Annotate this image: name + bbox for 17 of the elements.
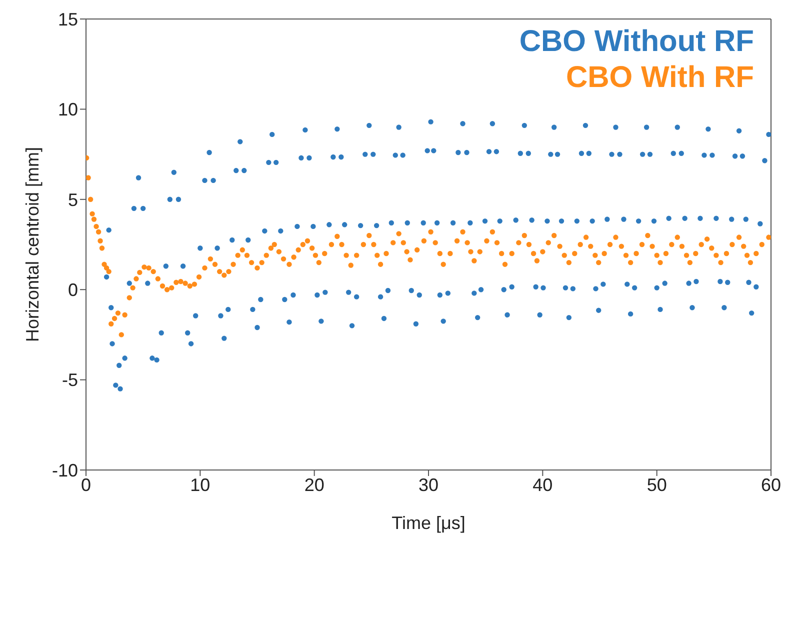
y-tick-label: 15 (58, 9, 78, 30)
text: CBO Without RF (519, 24, 754, 60)
x-tick-label: 60 (760, 474, 782, 495)
x-tick-label: 10 (190, 474, 210, 495)
x-tick-label: 20 (304, 474, 324, 495)
x-tick-label: 40 (532, 474, 553, 495)
y-tick-label: 5 (68, 190, 78, 210)
x-tick-label: 50 (646, 474, 667, 495)
x-axis-title: Time [μs] (392, 512, 466, 533)
y-tick-label: -10 (52, 460, 78, 480)
y-tick-label: -5 (62, 370, 78, 390)
y-axis-title: Horizontal centroid [mm] (22, 146, 42, 342)
text: CBO With RF (564, 60, 754, 96)
y-tick-label: 0 (68, 280, 78, 300)
y-tick-label: 10 (58, 100, 78, 120)
x-tick-label: 30 (418, 474, 439, 495)
x-tick-label: 0 (80, 474, 92, 495)
